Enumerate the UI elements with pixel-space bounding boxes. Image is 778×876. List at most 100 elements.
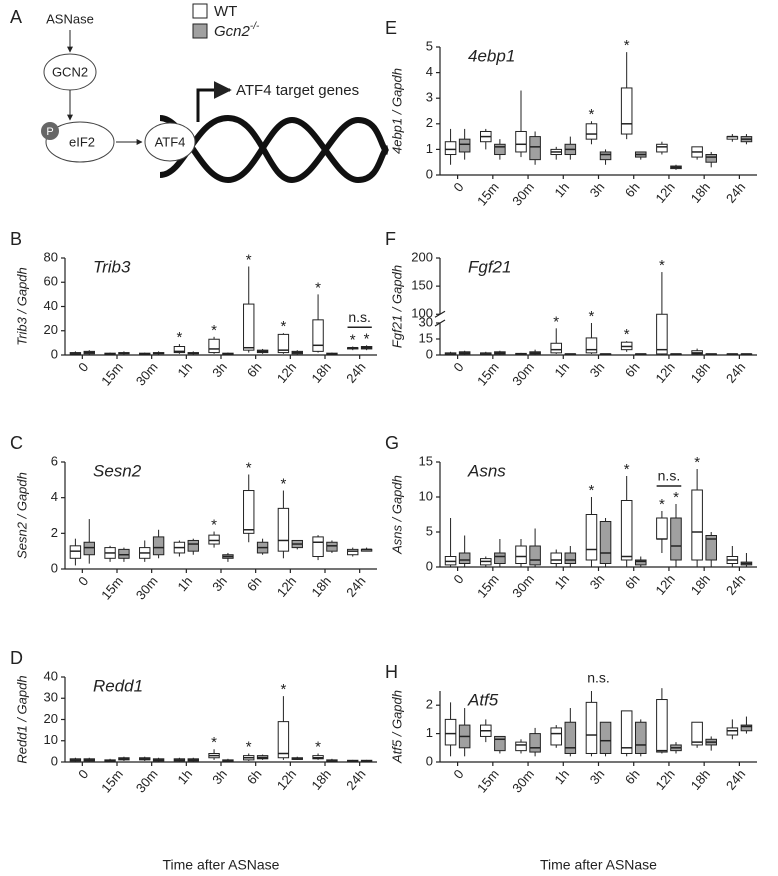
target-label: ATF4 target genes	[236, 82, 359, 99]
panel-title: Redd1	[93, 676, 143, 695]
box	[691, 721, 703, 746]
node	[144, 122, 196, 162]
y-tick-label: 15	[419, 453, 433, 468]
box	[550, 727, 563, 746]
x-tick-label: 12h	[274, 359, 299, 385]
x-axis-label: Time after ASNase	[540, 857, 657, 873]
significance-star: *	[624, 326, 630, 343]
x-tick-label: 0	[75, 359, 91, 374]
box	[277, 333, 290, 354]
legend-swatch	[192, 3, 208, 19]
y-tick-label: 0	[426, 753, 433, 768]
box	[620, 500, 633, 561]
y-axis-label: Sesn2 / Gapdh	[14, 472, 29, 559]
x-tick-label: 6h	[622, 179, 643, 200]
y-tick-label: 0	[426, 166, 433, 181]
x-tick-label: 30m	[133, 766, 161, 795]
significance-star: *	[246, 738, 252, 755]
box	[740, 724, 753, 732]
x-tick-label: 12h	[652, 766, 677, 792]
phospho-label: P	[46, 126, 53, 138]
box	[670, 517, 682, 561]
box	[458, 552, 471, 564]
y-tick-label: 1	[426, 725, 433, 740]
panel-label: F	[385, 229, 396, 249]
y-axis-label: Fgf21 / Gapdh	[389, 265, 404, 348]
x-tick-label: 15m	[98, 359, 126, 388]
y-tick-label: 15	[419, 330, 433, 345]
box	[494, 552, 506, 564]
significance-star: *	[350, 331, 356, 348]
x-tick-label: 0	[450, 766, 466, 781]
x-tick-label: 1h	[174, 359, 195, 380]
x-tick-label: 18h	[688, 359, 713, 385]
x-tick-label: 15m	[474, 766, 502, 795]
y-axis-label: Asns / Gapdh	[389, 475, 404, 555]
box	[277, 507, 290, 552]
box	[494, 735, 506, 752]
x-tick-label: 24h	[723, 179, 748, 205]
box	[585, 514, 598, 561]
x-tick-label: 30m	[509, 571, 537, 600]
x-tick-label: 0	[75, 573, 91, 588]
x-tick-label: 18h	[308, 573, 333, 599]
box	[312, 536, 324, 558]
box	[243, 303, 255, 351]
significance-star: *	[589, 106, 595, 123]
x-tick-label: 24h	[343, 766, 368, 792]
significance-star: *	[673, 489, 679, 506]
x-tick-label: 15m	[98, 766, 126, 795]
box	[69, 545, 82, 559]
box	[656, 517, 668, 540]
y-tick-label: 1	[426, 141, 433, 156]
x-tick-label: 3h	[587, 359, 608, 380]
x-tick-label: 30m	[133, 359, 161, 388]
x-tick-label: 15m	[474, 571, 502, 600]
x-tick-label: 30m	[509, 766, 537, 795]
x-tick-label: 24h	[343, 573, 368, 599]
box	[599, 521, 612, 564]
y-tick-label: 2	[426, 697, 433, 712]
x-tick-label: 0	[450, 359, 466, 374]
x-tick-label: 3h	[209, 573, 230, 594]
panel-label: H	[385, 662, 398, 682]
node	[45, 121, 115, 163]
x-tick-label: 12h	[652, 571, 677, 597]
box	[529, 733, 541, 753]
box	[347, 548, 359, 556]
y-tick-label: 0	[51, 346, 58, 361]
panel-label: G	[385, 433, 399, 453]
y-tick-label: 6	[51, 453, 58, 468]
box	[585, 701, 598, 754]
box	[705, 154, 717, 163]
box	[444, 718, 457, 746]
x-tick-label: 18h	[688, 571, 713, 597]
significance-star: *	[280, 318, 286, 335]
x-tick-label: 18h	[308, 359, 333, 385]
x-tick-label: 6h	[244, 359, 265, 380]
significance-star: *	[315, 738, 321, 755]
y-tick-label: 150	[411, 278, 433, 293]
y-tick-label: 10	[419, 488, 433, 503]
significance-star: *	[659, 257, 665, 274]
x-tick-label: 0	[450, 571, 466, 586]
box	[585, 123, 598, 140]
box	[634, 721, 647, 754]
significance-star: *	[280, 681, 286, 698]
box	[152, 536, 165, 556]
x-axis-label: Time after ASNase	[163, 857, 280, 873]
x-tick-label: 0	[450, 179, 466, 194]
box	[656, 699, 668, 753]
significance-star: *	[280, 476, 286, 493]
panel-title: Fgf21	[468, 257, 511, 276]
x-tick-label: 18h	[688, 766, 713, 792]
x-tick-label: 6h	[244, 766, 265, 787]
significance-label: n.s.	[348, 309, 371, 325]
x-tick-label: 6h	[622, 571, 643, 592]
significance-star: *	[624, 461, 630, 478]
y-axis-label: 4ebp1 / Gapdh	[389, 68, 404, 154]
box	[83, 541, 95, 556]
x-tick-label: 3h	[587, 766, 608, 787]
x-tick-label: 3h	[209, 359, 230, 380]
